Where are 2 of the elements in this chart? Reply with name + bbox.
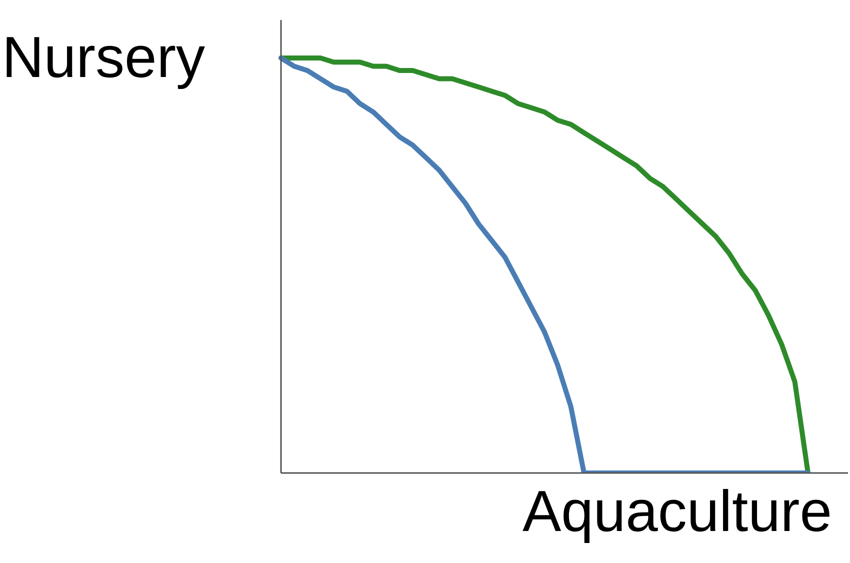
x-axis-title: Aquaculture bbox=[522, 478, 832, 545]
y-axis-title: Nursery bbox=[2, 24, 206, 91]
